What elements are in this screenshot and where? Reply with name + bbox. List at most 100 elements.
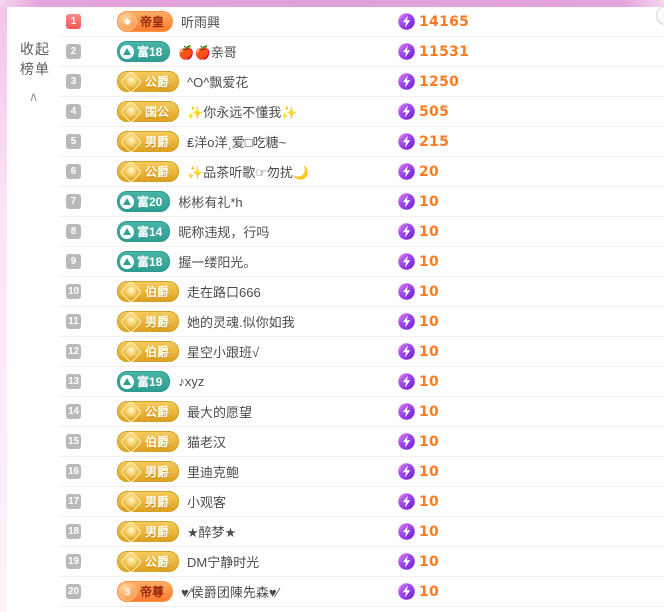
badge-label: 男爵 bbox=[145, 315, 170, 329]
list-item[interactable]: 14 公爵 最大的愿望 10 bbox=[60, 397, 664, 427]
lightning-bolt-icon bbox=[398, 583, 415, 600]
chevron-up-icon[interactable]: ∧ bbox=[28, 89, 39, 104]
user-info: 2 富18 🍎🍎亲哥 bbox=[60, 41, 398, 62]
username: ₤洋o洋ͺ爱□吃糖~ bbox=[187, 135, 287, 150]
user-level-badge: 公爵 bbox=[117, 70, 180, 93]
list-item[interactable]: 4 国公 ✨你永远不懂我✨ 505 bbox=[60, 97, 664, 127]
badge-icon bbox=[119, 460, 143, 483]
list-item[interactable]: 3 公爵 ^O^飘爱花 1250 bbox=[60, 67, 664, 97]
username: 星空小跟班√ bbox=[187, 345, 260, 360]
list-item[interactable]: 1 ◆ 帝皇 听雨興 14165 bbox=[60, 7, 664, 37]
user-info: 13 富19 ♪xyz bbox=[60, 371, 398, 392]
rank-badge: 12 bbox=[66, 344, 81, 359]
user-info: 20 3 帝尊 ♥⁄侯爵团陳先森♥⁄ bbox=[60, 581, 398, 602]
list-item[interactable]: 5 男爵 ₤洋o洋ͺ爱□吃糖~ 215 bbox=[60, 127, 664, 157]
score-value: 10 bbox=[419, 493, 440, 510]
user-level-badge: 男爵 bbox=[117, 310, 180, 333]
badge-icon bbox=[119, 340, 143, 363]
list-item[interactable]: 15 伯爵 猫老汉 10 bbox=[60, 427, 664, 457]
user-level-badge: 男爵 bbox=[117, 130, 180, 153]
lightning-bolt-icon bbox=[398, 373, 415, 390]
lightning-bolt-icon bbox=[398, 73, 415, 90]
user-info: 3 公爵 ^O^飘爱花 bbox=[60, 70, 398, 93]
user-level-badge: ◆ 帝皇 bbox=[117, 11, 174, 32]
list-item[interactable]: 7 富20 彬彬有礼*h 10 bbox=[60, 187, 664, 217]
list-item[interactable]: 2 富18 🍎🍎亲哥 11531 bbox=[60, 37, 664, 67]
username: DM宁静时光 bbox=[187, 555, 260, 570]
badge-label: 男爵 bbox=[145, 135, 170, 149]
lightning-bolt-icon bbox=[398, 283, 415, 300]
username: 听雨興 bbox=[181, 15, 221, 30]
lightning-bolt-icon bbox=[398, 163, 415, 180]
lightning-bolt-icon bbox=[398, 403, 415, 420]
list-item[interactable]: 19 公爵 DM宁静时光 10 bbox=[60, 547, 664, 577]
rank-badge: 17 bbox=[66, 494, 81, 509]
rank-badge: 18 bbox=[66, 524, 81, 539]
score-value: 10 bbox=[419, 403, 440, 420]
username: 🍎🍎亲哥 bbox=[178, 45, 237, 60]
badge-label: 帝尊 bbox=[140, 585, 165, 599]
list-item[interactable]: 10 伯爵 走在路口666 10 bbox=[60, 277, 664, 307]
username: 走在路口666 bbox=[187, 285, 261, 300]
user-level-badge: 伯爵 bbox=[117, 280, 180, 303]
user-level-badge: 富20 bbox=[117, 191, 171, 212]
username: 握一缕阳光。 bbox=[178, 255, 257, 270]
score-value: 10 bbox=[419, 583, 440, 600]
list-item[interactable]: 11 男爵 她的灵魂.似你如我 10 bbox=[60, 307, 664, 337]
badge-label: 男爵 bbox=[145, 525, 170, 539]
username: 里迪克鲍 bbox=[187, 465, 240, 480]
left-accent-strip bbox=[0, 7, 7, 612]
user-level-badge: 男爵 bbox=[117, 490, 180, 513]
username: ♪xyz bbox=[178, 374, 205, 389]
username: ♥⁄侯爵团陳先森♥⁄ bbox=[181, 585, 279, 600]
lightning-bolt-icon bbox=[398, 463, 415, 480]
lightning-bolt-icon bbox=[398, 433, 415, 450]
user-info: 12 伯爵 星空小跟班√ bbox=[60, 340, 398, 363]
badge-label: 伯爵 bbox=[145, 285, 170, 299]
badge-icon bbox=[119, 490, 143, 513]
rank-badge: 13 bbox=[66, 374, 81, 389]
score-value: 10 bbox=[419, 193, 440, 210]
user-info: 16 男爵 里迪克鲍 bbox=[60, 460, 398, 483]
badge-label: 富18 bbox=[137, 45, 163, 59]
badge-icon: ◆ bbox=[118, 12, 137, 31]
list-item[interactable]: 13 富19 ♪xyz 10 bbox=[60, 367, 664, 397]
list-item[interactable]: 18 男爵 ★醉梦★ 10 bbox=[60, 517, 664, 547]
list-item[interactable]: 20 3 帝尊 ♥⁄侯爵团陳先森♥⁄ 10 bbox=[60, 577, 664, 607]
list-item[interactable]: 16 男爵 里迪克鲍 10 bbox=[60, 457, 664, 487]
user-info: 5 男爵 ₤洋o洋ͺ爱□吃糖~ bbox=[60, 130, 398, 153]
lightning-bolt-icon bbox=[398, 253, 415, 270]
username: 最大的愿望 bbox=[187, 405, 253, 420]
lightning-bolt-icon bbox=[398, 313, 415, 330]
wealth-triangle-icon bbox=[123, 197, 131, 205]
user-info: 7 富20 彬彬有礼*h bbox=[60, 191, 398, 212]
score-value: 10 bbox=[419, 523, 440, 540]
rank-badge: 20 bbox=[66, 584, 81, 599]
list-item[interactable]: 9 富18 握一缕阳光。 10 bbox=[60, 247, 664, 277]
score-value: 10 bbox=[419, 433, 440, 450]
user-level-badge: 国公 bbox=[117, 100, 180, 123]
badge-icon bbox=[120, 194, 134, 209]
score-value: 10 bbox=[419, 283, 440, 300]
ranking-list: 1 ◆ 帝皇 听雨興 14165 2 富18 🍎🍎亲哥 bbox=[60, 7, 664, 607]
list-item[interactable]: 8 富14 昵称违规，行吗 10 bbox=[60, 217, 664, 247]
collapse-leaderboard-button[interactable]: 收起榜单 bbox=[20, 41, 50, 77]
lightning-bolt-icon bbox=[398, 13, 415, 30]
badge-label: 富20 bbox=[137, 195, 163, 209]
lightning-bolt-icon bbox=[398, 553, 415, 570]
user-info: 15 伯爵 猫老汉 bbox=[60, 430, 398, 453]
rank-badge: 5 bbox=[66, 134, 81, 149]
rank-badge: 1 bbox=[66, 14, 81, 29]
list-item[interactable]: 12 伯爵 星空小跟班√ 10 bbox=[60, 337, 664, 367]
username: 彬彬有礼*h bbox=[178, 195, 243, 210]
rank-badge: 6 bbox=[66, 164, 81, 179]
badge-icon bbox=[120, 254, 134, 269]
list-item[interactable]: 6 公爵 ✨品茶听歌☞勿扰🌙 20 bbox=[60, 157, 664, 187]
user-level-badge: 伯爵 bbox=[117, 430, 180, 453]
badge-icon bbox=[119, 520, 143, 543]
score-value: 505 bbox=[419, 103, 450, 120]
username: 昵称违规，行吗 bbox=[178, 225, 270, 240]
user-level-badge: 富18 bbox=[117, 251, 171, 272]
score-value: 10 bbox=[419, 553, 440, 570]
list-item[interactable]: 17 男爵 小观客 10 bbox=[60, 487, 664, 517]
